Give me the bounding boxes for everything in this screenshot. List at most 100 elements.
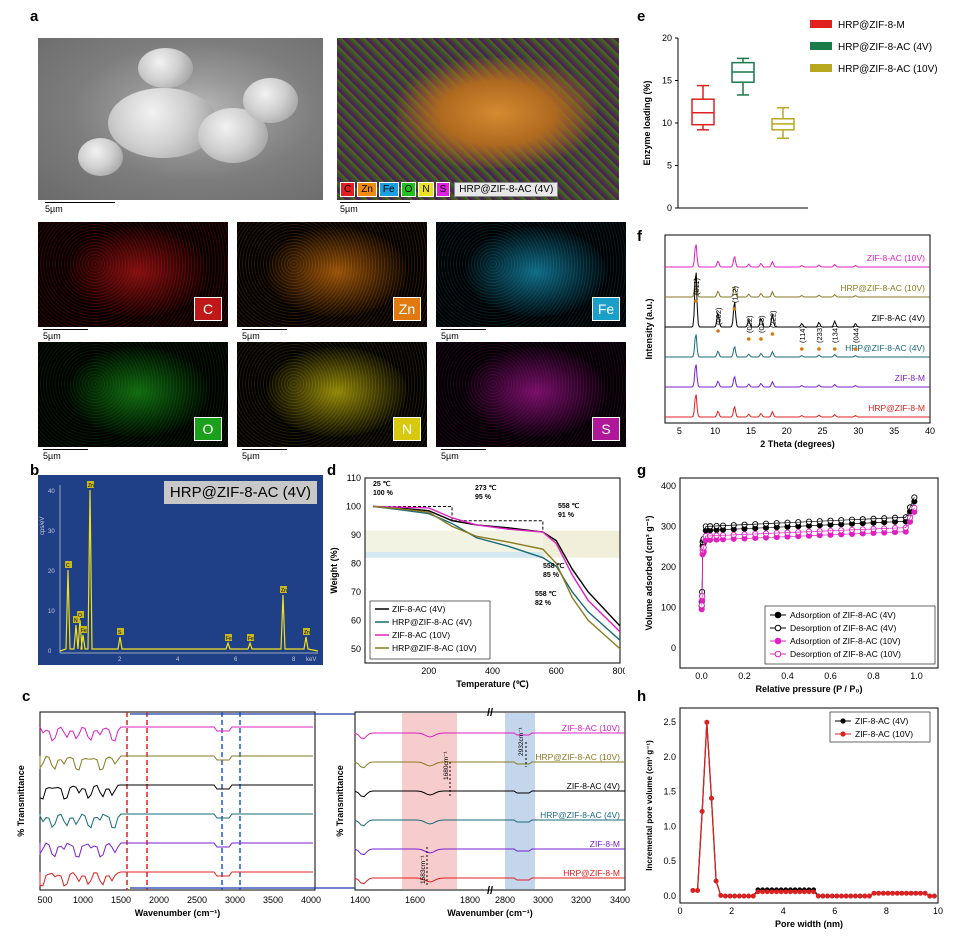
xrd-peak-dot [759,337,763,341]
xrd-series-label: HRP@ZIF-8-AC (4V) [845,343,925,353]
iso-legend-label: Desorption of ZIF-8-AC (4V) [790,623,896,633]
pore-point [774,889,779,895]
xrd-peak-label: (022) [745,315,754,333]
map-scale-bar: 5µm [242,449,287,461]
box-ytick: 15 [662,76,672,86]
iso-xlabel: Relative pressure (P / P₀) [756,684,863,694]
eds-map-c: C [38,222,228,327]
iso-legend-swatch [774,611,782,619]
eds-spectrum: 0 10 20 30 40 2 4 6 8 cps/eV keV C N O Fe Zn S Fe Fe Zn Zn H… [38,475,323,665]
ftir-left-series [39,813,313,829]
iso-legend-label: Adsorption of ZIF-8-AC (4V) [790,610,896,620]
eds-ytick: 10 [48,609,55,615]
ftir-left-series [39,784,313,800]
iso-legend: Adsorption of ZIF-8-AC (4V) Desorption of… [764,605,936,665]
map-scale-bar: 5µm [43,329,88,341]
pore-xtick: 8 [884,906,889,916]
xrd-xtick: 5 [677,426,682,436]
ftir-right-series [354,877,625,885]
ftir-left-xtick: 3500 [263,895,283,905]
eds-peak-label: S [118,630,122,636]
annot-2932: 2932cm⁻¹ [518,726,525,756]
tga-xtick: 800 [612,666,625,676]
box-ytick: 20 [662,33,672,43]
ftir-left-xtick: 500 [37,895,52,905]
ftir-series-label: HRP@ZIF-8-AC (10V) [535,752,620,762]
tga-shade-2 [365,552,543,558]
tga-legend-label: HRP@ZIF-8-AC (4V) [392,617,472,627]
iso-line [701,507,915,606]
box-ytick: 5 [667,161,672,171]
xrd-ylabel: Intensity (a.u.) [644,298,654,359]
ftir-left-series [39,871,313,887]
xrd-xlabel: 2 Theta (degrees) [760,439,835,449]
pore-ytick: 0.0 [663,891,676,901]
pore-point [908,890,914,896]
pore-point [899,890,905,896]
pore-point [829,893,835,899]
tga-legend-label: ZIF-8-AC (10V) [392,630,450,640]
eds-peak-tag [87,481,94,488]
xrd-peak-label: (114) [798,326,807,343]
xrd-series-label: ZIF-8-AC (4V) [872,313,926,323]
pore-line [692,722,935,897]
tga-ytick: 60 [351,615,361,625]
ftir-series-label: HRP@ZIF-8-AC (4V) [540,810,620,820]
map-tag-c: C [194,297,222,321]
xrd-peak-dot [693,299,698,303]
panel-label-g: g [637,462,647,479]
tga-annot: 100 % [373,490,394,497]
eds-map-o: O [38,342,228,447]
tga-ytick: 80 [351,558,361,568]
eds-peak-tag [247,634,254,641]
pore-ytick: 1.5 [663,787,676,797]
map-scale-bar: 5µm [441,449,486,461]
pore-point [788,889,793,895]
xrd-peak-label: (002) [714,307,723,325]
xrd-peak-label: (134) [831,325,840,343]
tga-annot: 558 ℃ [535,590,557,598]
ftir-series-label: ZIF-8-AC (4V) [567,781,621,791]
pore-point [695,888,700,893]
pore-point [834,893,840,899]
iso-ytick: 0 [671,643,676,653]
map-tag-fe: Fe [592,297,620,321]
pore-point [736,893,742,899]
eds-xtick: 6 [234,657,238,663]
eds-map-n: N [237,342,427,447]
ftir-left-xtick: 1000 [73,895,93,905]
xrd-series [665,244,930,268]
tga-annot: 273 ℃ [475,484,497,492]
tga-legend-label: HRP@ZIF-8-AC (10V) [392,643,477,653]
xrd-peak-dot [832,347,837,351]
pore-ytick: 2.5 [663,717,676,727]
eds-map-s: S [436,342,626,447]
eds-ytick: 30 [48,529,55,535]
pore-point [853,893,858,899]
ftir-right-xtick: 1400 [350,895,370,905]
iso-legend-swatch [774,637,782,645]
tga-ytick: 110 [347,473,361,483]
axis-break: // [487,885,493,897]
ftir-right-xlabel: Wavenumber (cm⁻¹) [447,908,532,918]
iso-ytick: 300 [661,522,676,532]
iso-xtick: 0.0 [695,671,708,681]
ftir-left-series [39,726,313,742]
annot-1583: 1583cm⁻¹ [420,854,427,884]
ftir-right-ylabel: % Transmittance [335,765,345,837]
pore-legend-label: ZIF-8-AC (10V) [855,729,913,739]
eds-xtick: 8 [292,657,296,663]
eds-spectrum-line [59,489,319,652]
xrd-peak-label: (013) [757,315,766,333]
iso-legend-label: Adsorption of ZIF-8-AC (10V) [790,636,901,646]
ftir-left-xtick: 2500 [187,895,207,905]
pore-legend-swatch [840,718,846,724]
box-ytick: 0 [667,203,672,213]
iso-legend-swatch [774,650,782,658]
tga-axes [364,477,621,664]
box-legend-swatch [810,20,832,28]
pore-xlabel: Pore width (nm) [775,919,843,929]
pore-point [801,889,807,895]
tga-annot: 25 ℃ [373,480,391,488]
ftir-right-xtick: 3000 [533,895,553,905]
